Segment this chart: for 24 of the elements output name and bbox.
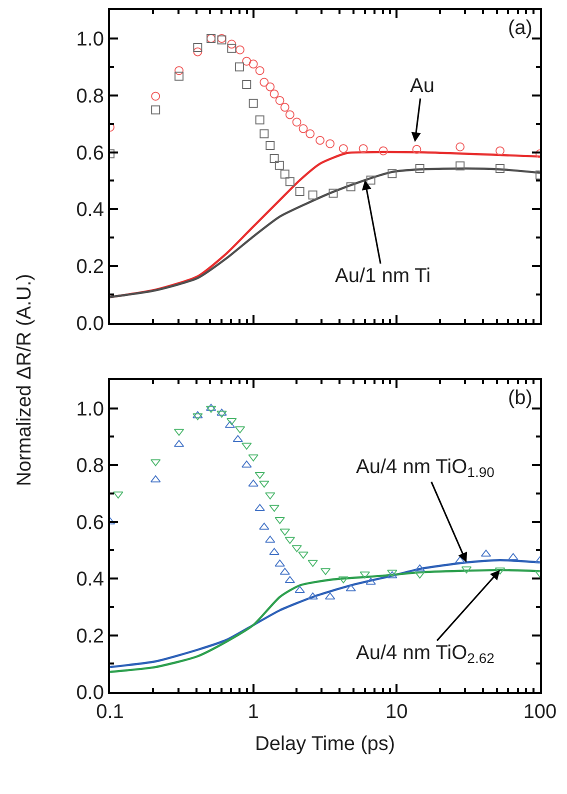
- y-tick-label: 0.2: [76, 625, 104, 648]
- y-tick-label: 0.4: [76, 199, 104, 222]
- x-axis-title: Delay Time (ps): [254, 733, 396, 755]
- x-tick-label: 0.1: [96, 701, 124, 723]
- annotation: Au/4 nm TiO$_{1.90}$: [356, 456, 495, 480]
- x-tick-label: 10: [386, 701, 408, 723]
- annotation: Au: [410, 75, 434, 97]
- annotation: Au/4 nm TiO$_{2.62}$: [356, 642, 495, 666]
- annotation: Au/1 nm Ti: [335, 265, 431, 287]
- y-tick-label: 0.2: [76, 256, 104, 278]
- y-tick-label: 0.0: [76, 313, 104, 335]
- annotation: (a): [508, 17, 532, 39]
- x-tick-label: 100: [523, 701, 557, 723]
- y-tick-label: 0.6: [76, 142, 104, 164]
- annotation: (b): [508, 387, 532, 409]
- y-tick-label: 0.8: [76, 85, 104, 108]
- x-tick-label: 1: [248, 701, 259, 723]
- y-tick-label: 1.0: [76, 28, 104, 50]
- y-axis-title: Normalized ΔR/R (A.U.): [14, 274, 36, 486]
- y-tick-label: 0.8: [76, 455, 104, 478]
- y-tick-label: 0.6: [76, 512, 104, 534]
- y-tick-label: 0.4: [76, 568, 104, 591]
- y-tick-label: 0.0: [76, 682, 104, 704]
- y-tick-label: 1.0: [76, 398, 104, 420]
